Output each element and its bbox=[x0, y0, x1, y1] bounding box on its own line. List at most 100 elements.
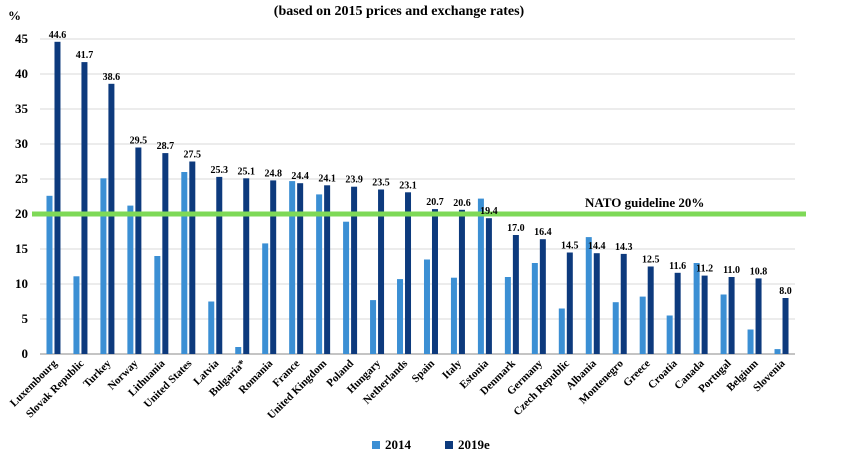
data-label-2019e: 24.8 bbox=[264, 168, 282, 179]
bar-2014 bbox=[450, 277, 457, 354]
data-label-2019e: 20.6 bbox=[453, 198, 471, 209]
reference-line-label: NATO guideline 20% bbox=[585, 195, 704, 210]
bar-2014 bbox=[477, 198, 484, 354]
data-labels: 44.6 41.7 38.6 29.5 28.7 27.5 25.3 25.1 24.8 24.4… bbox=[49, 30, 792, 297]
bar-2019e bbox=[216, 176, 223, 354]
bar-2019e bbox=[243, 178, 250, 354]
data-label-2019e: 25.1 bbox=[237, 166, 255, 177]
bar-2019e bbox=[485, 218, 492, 354]
data-label-2019e: 14.4 bbox=[588, 241, 606, 252]
data-label-2019e: 23.1 bbox=[399, 180, 417, 191]
bar-2019e bbox=[297, 183, 304, 354]
bar-2014 bbox=[316, 194, 323, 354]
bar-2019e bbox=[539, 239, 546, 354]
bar-2014 bbox=[531, 263, 538, 354]
data-label-2019e: 24.1 bbox=[318, 173, 336, 184]
bar-2014 bbox=[397, 279, 404, 354]
data-label-2019e: 11.0 bbox=[723, 265, 740, 276]
data-label-2019e: 41.7 bbox=[76, 50, 94, 61]
y-tick-label: 40 bbox=[15, 66, 28, 81]
x-tick-label: Italy bbox=[440, 357, 464, 381]
bar-2019e bbox=[566, 252, 573, 354]
data-label-2019e: 11.6 bbox=[669, 261, 686, 272]
bar-2019e bbox=[647, 266, 654, 354]
legend-swatch-2019e bbox=[445, 441, 453, 449]
y-axis-ticks: 0 5 10 15 20 25 30 35 40 45 bbox=[15, 31, 29, 361]
data-label-2019e: 27.5 bbox=[184, 150, 202, 161]
y-tick-label: 10 bbox=[15, 276, 28, 291]
bar-2014 bbox=[100, 178, 107, 354]
bar-2019e bbox=[54, 41, 61, 355]
y-tick-label: 15 bbox=[15, 241, 29, 256]
bar-2019e bbox=[162, 153, 169, 354]
data-label-2019e: 14.5 bbox=[561, 241, 579, 252]
bar-2014 bbox=[289, 181, 296, 354]
bar-2019e bbox=[512, 235, 519, 354]
data-label-2019e: 8.0 bbox=[779, 286, 792, 297]
data-label-2019e: 44.6 bbox=[49, 30, 67, 41]
bar-2014 bbox=[73, 276, 80, 354]
y-tick-label: 25 bbox=[15, 171, 29, 186]
bar-2014 bbox=[181, 172, 188, 354]
legend-swatch-2014 bbox=[372, 441, 380, 449]
bar-2014 bbox=[639, 296, 646, 354]
x-tick-label: Spain bbox=[410, 358, 438, 386]
y-tick-label: 5 bbox=[22, 311, 29, 326]
bar-2019e bbox=[593, 253, 600, 354]
bar-2014 bbox=[666, 315, 673, 354]
bar-2014 bbox=[558, 308, 565, 354]
reference-line-group: NATO guideline 20% bbox=[32, 195, 806, 217]
data-label-2019e: 28.7 bbox=[157, 141, 175, 152]
chart-title: (based on 2015 prices and exchange rates… bbox=[274, 4, 525, 19]
bar-2014 bbox=[774, 349, 781, 354]
bar-2014 bbox=[585, 237, 592, 354]
bar-2019e bbox=[431, 209, 438, 354]
bar-2014 bbox=[262, 243, 269, 354]
y-tick-label: 35 bbox=[15, 101, 29, 116]
y-tick-label: 45 bbox=[15, 31, 29, 46]
data-label-2019e: 20.7 bbox=[426, 197, 444, 208]
data-label-2019e: 29.5 bbox=[130, 136, 148, 147]
bar-2019e bbox=[405, 192, 412, 354]
data-label-2019e: 38.6 bbox=[103, 72, 121, 83]
bar-2014 bbox=[612, 302, 619, 354]
bar-2014 bbox=[127, 205, 134, 354]
bar-2019e bbox=[458, 209, 465, 354]
bar-2019e bbox=[135, 147, 142, 354]
bar-2019e bbox=[378, 189, 385, 354]
bar-2019e bbox=[782, 298, 789, 354]
bar-2014 bbox=[693, 263, 700, 354]
legend: 2014 2019e bbox=[372, 437, 490, 452]
data-label-2019e: 19.4 bbox=[480, 206, 498, 217]
bar-2019e bbox=[701, 275, 708, 354]
data-label-2019e: 25.3 bbox=[211, 165, 229, 176]
bar-2014 bbox=[343, 221, 350, 354]
bar-2019e bbox=[674, 272, 681, 354]
legend-label-2019e: 2019e bbox=[458, 437, 490, 452]
bar-2014 bbox=[370, 300, 377, 354]
data-label-2019e: 12.5 bbox=[642, 255, 660, 266]
data-label-2019e: 23.5 bbox=[372, 178, 390, 189]
y-tick-label: 0 bbox=[22, 346, 29, 361]
bar-2014 bbox=[504, 277, 511, 354]
data-label-2019e: 11.2 bbox=[696, 264, 713, 275]
data-label-2019e: 24.4 bbox=[291, 171, 309, 182]
bar-2019e bbox=[270, 180, 277, 354]
y-tick-label: 30 bbox=[15, 136, 28, 151]
data-label-2019e: 14.3 bbox=[615, 242, 633, 253]
bar-2014 bbox=[235, 347, 242, 354]
y-tick-label: 20 bbox=[15, 206, 28, 221]
bar-2019e bbox=[728, 277, 735, 354]
bar-2019e bbox=[620, 253, 627, 354]
data-label-2019e: 17.0 bbox=[507, 223, 525, 234]
bar-2014 bbox=[46, 195, 53, 354]
bar-2014 bbox=[747, 329, 754, 354]
bar-2019e bbox=[755, 278, 762, 354]
bar-2019e bbox=[324, 185, 331, 354]
bar-2014 bbox=[208, 301, 215, 354]
y-axis-unit: % bbox=[8, 8, 21, 23]
bar-2019e bbox=[351, 186, 358, 354]
bar-2014 bbox=[154, 256, 161, 354]
